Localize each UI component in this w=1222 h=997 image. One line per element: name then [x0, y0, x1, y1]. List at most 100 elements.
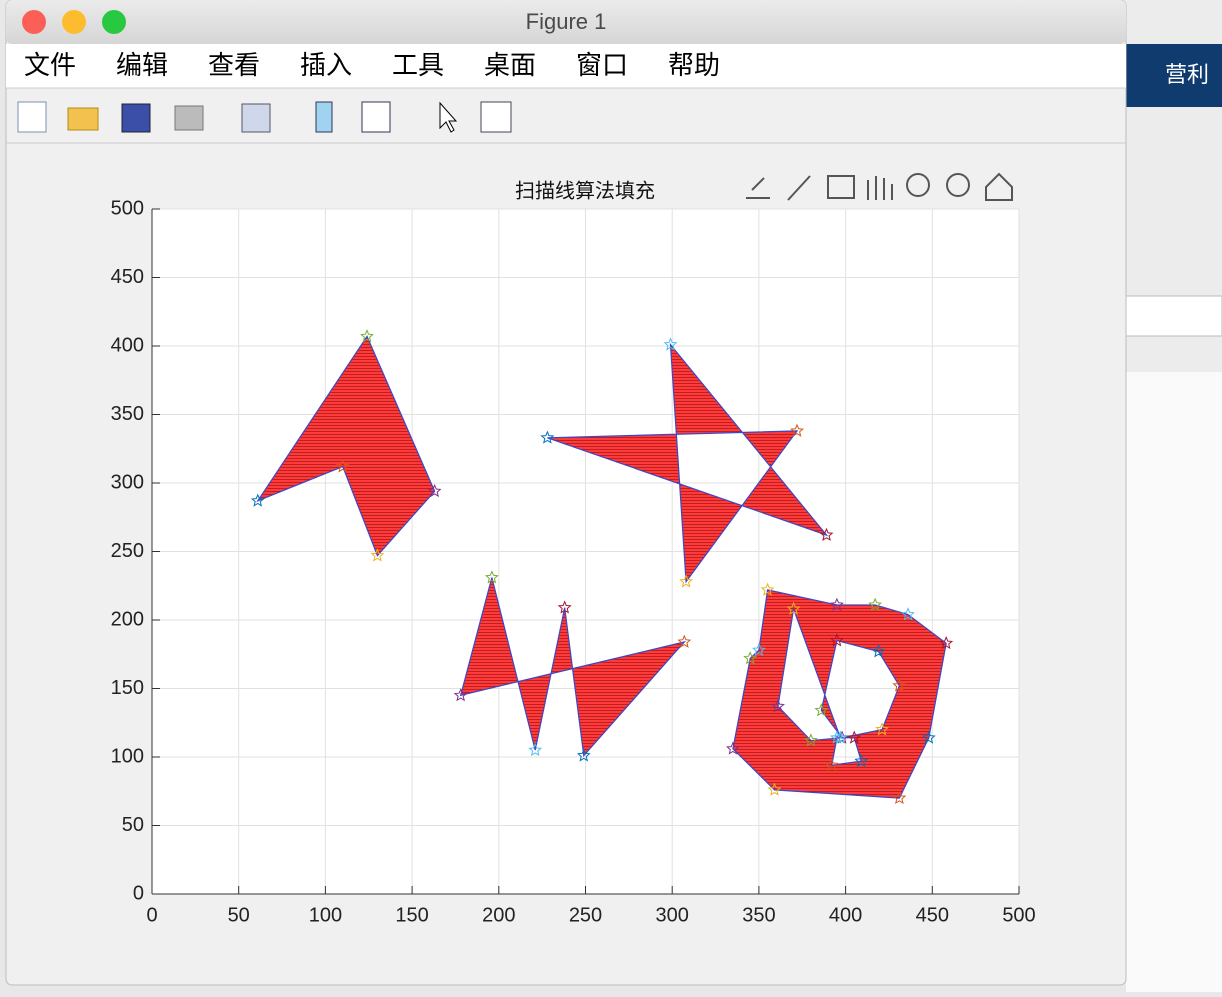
- vertex-marker: [803, 733, 818, 747]
- y-tick-label: 450: [111, 266, 144, 288]
- vertex-marker: [854, 753, 869, 768]
- vertex-marker: [892, 790, 907, 805]
- menu-item[interactable]: 帮助: [668, 50, 720, 80]
- tool-colorbar[interactable]: [315, 101, 333, 133]
- vertex-marker: [939, 636, 954, 650]
- tool-link[interactable]: [241, 103, 271, 133]
- vertex-marker: [901, 607, 915, 621]
- vertex-marker: [576, 748, 591, 762]
- y-tick-label: 0: [133, 882, 144, 904]
- vertex-marker: [814, 703, 829, 717]
- chart-title: 扫描线算法填充: [515, 179, 655, 202]
- vertex-marker: [677, 634, 692, 648]
- bg-bar: [1126, 44, 1222, 107]
- vertex-marker: [921, 730, 936, 744]
- y-tick-label: 350: [111, 403, 144, 425]
- vertex-marker: [528, 742, 543, 757]
- axes-toolbar: [746, 172, 1013, 201]
- vertex-marker: [751, 642, 766, 657]
- tool-new[interactable]: [17, 101, 47, 133]
- menu-item[interactable]: 编辑: [116, 50, 168, 80]
- x-tick-label: 0: [146, 904, 157, 926]
- y-tick-label: 200: [111, 608, 144, 630]
- vertex-marker: [790, 423, 805, 437]
- tool-datatip[interactable]: [827, 175, 855, 199]
- x-tick-label: 450: [916, 904, 949, 926]
- vertex-marker: [557, 600, 572, 614]
- tool-open[interactable]: [67, 107, 99, 131]
- vertex-marker: [824, 757, 839, 772]
- menu-item[interactable]: 窗口: [576, 50, 628, 80]
- zoom-button[interactable]: [102, 10, 126, 34]
- tool-zoom-out[interactable]: [946, 173, 970, 197]
- x-tick-label: 150: [395, 904, 428, 926]
- vertex-marker: [829, 597, 844, 611]
- vertex-marker: [868, 597, 883, 611]
- filled-polygon: [547, 342, 829, 584]
- menu-item[interactable]: 工具: [392, 50, 444, 80]
- vertex-marker: [484, 570, 499, 584]
- vertex-marker: [335, 459, 350, 473]
- y-tick-label: 150: [111, 677, 144, 699]
- menu-item[interactable]: 文件: [24, 50, 76, 80]
- x-tick-label: 400: [829, 904, 862, 926]
- x-tick-label: 500: [1002, 904, 1035, 926]
- filled-polygon: [256, 335, 436, 557]
- vertex-marker: [819, 527, 834, 541]
- vertex-marker: [767, 782, 782, 796]
- tool-select[interactable]: [439, 101, 458, 133]
- x-tick-label: 250: [569, 904, 602, 926]
- y-tick-label: 300: [111, 471, 144, 493]
- y-tick-label: 50: [122, 814, 144, 836]
- y-tick-label: 100: [111, 745, 144, 767]
- vertex-marker: [875, 722, 889, 736]
- vertex-marker: [771, 699, 785, 713]
- x-tick-label: 350: [742, 904, 775, 926]
- menu-item[interactable]: 桌面: [484, 50, 536, 80]
- tool-pan[interactable]: [867, 176, 893, 200]
- x-tick-label: 200: [482, 904, 515, 926]
- tool-print[interactable]: [174, 105, 204, 131]
- menu-item[interactable]: 插入: [300, 50, 352, 80]
- vertex-marker: [743, 651, 758, 665]
- vertex-marker: [427, 483, 442, 498]
- title-bar: [6, 0, 1126, 44]
- tool-zoom-in[interactable]: [906, 173, 930, 197]
- tool-export[interactable]: [746, 177, 770, 199]
- vertex-marker: [679, 574, 694, 588]
- y-tick-label: 250: [111, 540, 144, 562]
- bg-input: [1125, 295, 1222, 337]
- tool-legend[interactable]: [361, 101, 391, 133]
- filled-polygon: [732, 589, 947, 799]
- tool-brush[interactable]: [787, 175, 811, 201]
- close-button[interactable]: [22, 10, 46, 34]
- x-tick-label: 300: [656, 904, 689, 926]
- vertex-marker: [540, 430, 555, 444]
- tool-panel[interactable]: [480, 101, 512, 133]
- vertex-marker: [725, 741, 740, 755]
- vertex-marker: [370, 548, 385, 562]
- menu-bar: [6, 44, 1126, 88]
- bg-panel: [1126, 372, 1222, 992]
- vertex-marker: [829, 633, 844, 647]
- x-tick-label: 50: [228, 904, 250, 926]
- bg-text: 营利: [1165, 62, 1209, 87]
- vertex-marker: [250, 493, 265, 507]
- vertex-marker: [453, 688, 468, 702]
- menu-item[interactable]: 查看: [208, 50, 260, 80]
- vertex-marker: [760, 582, 775, 596]
- vertex-marker: [871, 644, 886, 658]
- vertex-marker: [847, 730, 862, 744]
- minimize-button[interactable]: [62, 10, 86, 34]
- tool-home[interactable]: [985, 172, 1013, 201]
- window-title: Figure 1: [526, 9, 607, 34]
- y-tick-label: 500: [111, 197, 144, 219]
- tool-save[interactable]: [121, 103, 151, 133]
- toolbar: [17, 101, 512, 133]
- vertex-marker: [663, 337, 678, 351]
- vertex-marker: [833, 730, 848, 744]
- vertex-marker: [892, 678, 907, 692]
- filled-polygon: [459, 577, 687, 758]
